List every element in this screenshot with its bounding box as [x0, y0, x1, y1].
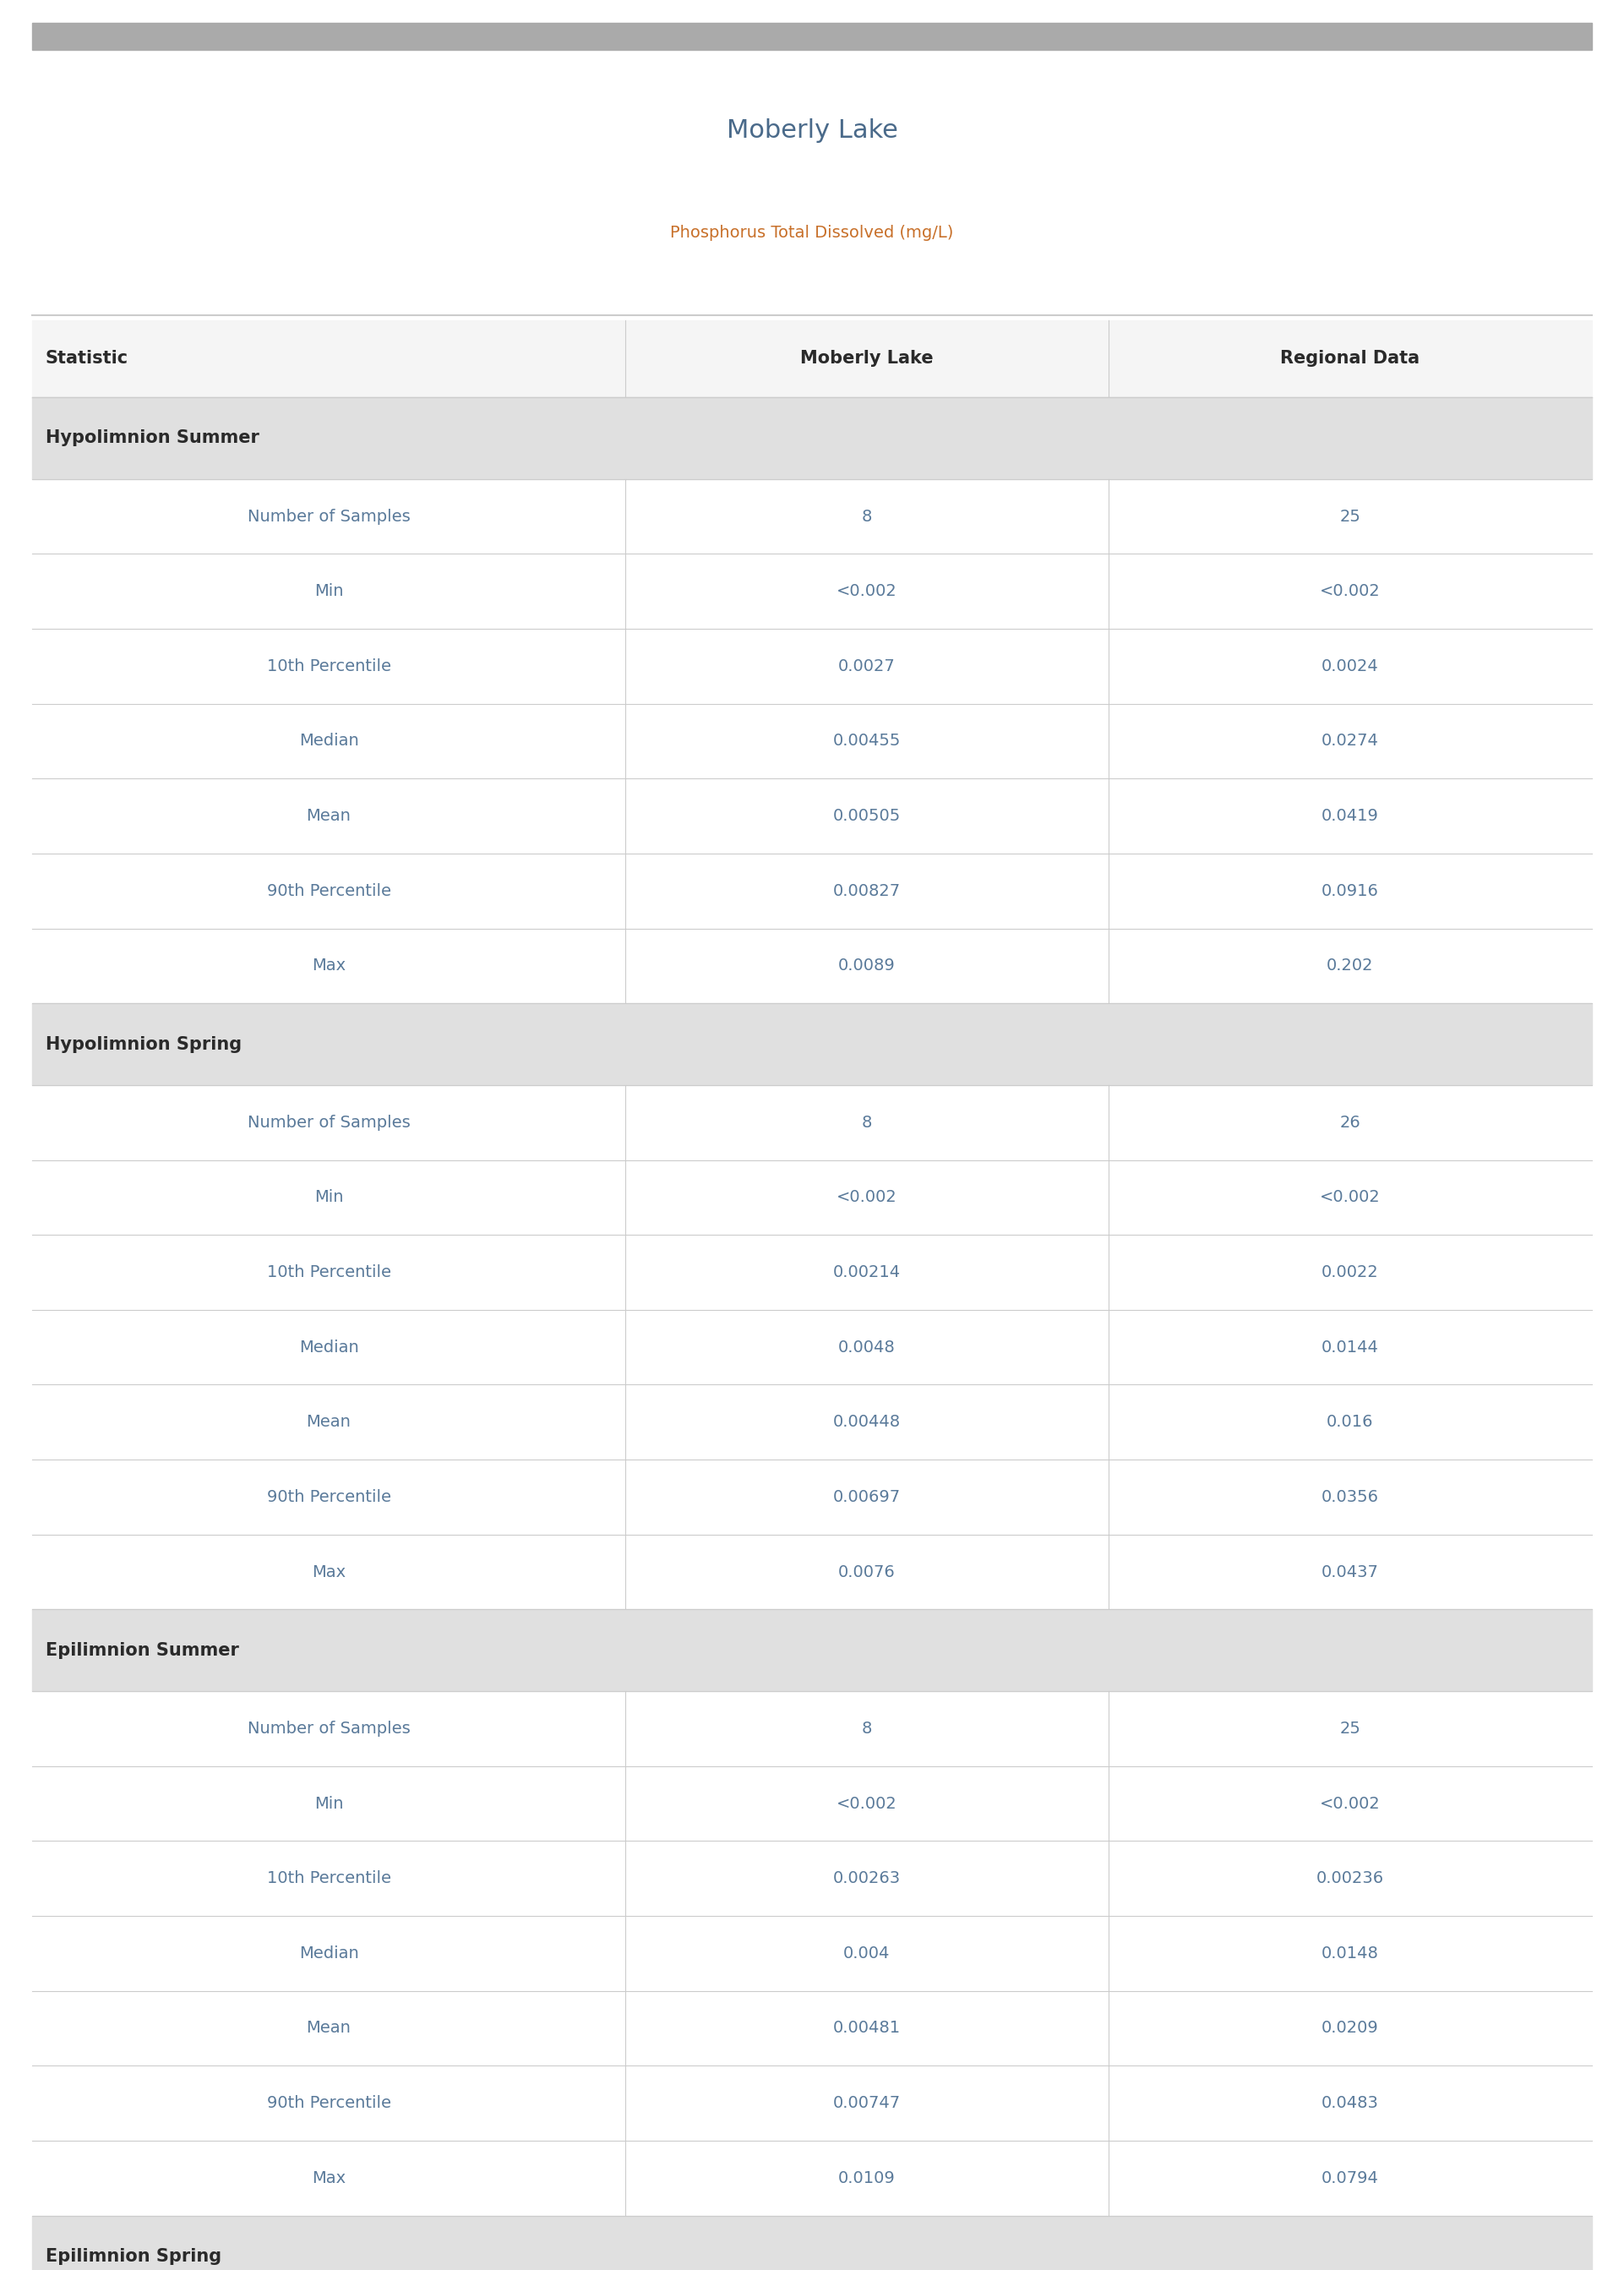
Text: Median: Median [299, 733, 359, 749]
Text: Min: Min [313, 1796, 343, 1811]
Text: Hypolimnion Summer: Hypolimnion Summer [45, 429, 260, 447]
Text: 0.0144: 0.0144 [1322, 1339, 1379, 1355]
Text: Min: Min [313, 583, 343, 599]
Text: 0.202: 0.202 [1327, 958, 1374, 974]
Text: 0.0148: 0.0148 [1322, 1945, 1379, 1961]
Text: 0.0483: 0.0483 [1322, 2095, 1379, 2111]
Text: 0.00505: 0.00505 [833, 808, 900, 824]
Bar [32, 1003, 1592, 1085]
Text: 0.00481: 0.00481 [833, 2020, 900, 2036]
Text: 0.0419: 0.0419 [1322, 808, 1379, 824]
Text: 0.0022: 0.0022 [1322, 1264, 1379, 1280]
Text: 90th Percentile: 90th Percentile [266, 1489, 391, 1505]
Text: 0.016: 0.016 [1327, 1414, 1374, 1430]
Text: 0.00747: 0.00747 [833, 2095, 900, 2111]
Text: 0.0916: 0.0916 [1322, 883, 1379, 899]
Text: Min: Min [313, 1189, 343, 1205]
Bar [32, 320, 1592, 397]
Text: 0.0274: 0.0274 [1322, 733, 1379, 749]
Text: Max: Max [312, 958, 346, 974]
Text: Number of Samples: Number of Samples [247, 1721, 411, 1737]
Text: 90th Percentile: 90th Percentile [266, 883, 391, 899]
Text: 0.00455: 0.00455 [833, 733, 901, 749]
Text: Epilimnion Summer: Epilimnion Summer [45, 1641, 239, 1659]
Text: <0.002: <0.002 [836, 1796, 896, 1811]
Text: Moberly Lake: Moberly Lake [726, 118, 898, 143]
Text: 0.004: 0.004 [843, 1945, 890, 1961]
Text: Mean: Mean [307, 1414, 351, 1430]
Text: 0.0794: 0.0794 [1322, 2170, 1379, 2186]
Bar [32, 23, 1592, 50]
Text: 90th Percentile: 90th Percentile [266, 2095, 391, 2111]
Text: 10th Percentile: 10th Percentile [266, 1264, 391, 1280]
Text: <0.002: <0.002 [1320, 1189, 1380, 1205]
Text: 10th Percentile: 10th Percentile [266, 658, 391, 674]
Text: <0.002: <0.002 [1320, 583, 1380, 599]
Text: <0.002: <0.002 [836, 1189, 896, 1205]
Text: Hypolimnion Spring: Hypolimnion Spring [45, 1035, 242, 1053]
Text: Median: Median [299, 1945, 359, 1961]
Text: 0.0027: 0.0027 [838, 658, 895, 674]
Text: 0.0437: 0.0437 [1322, 1564, 1379, 1580]
Text: Moberly Lake: Moberly Lake [801, 350, 934, 368]
Text: 0.0089: 0.0089 [838, 958, 895, 974]
Text: 0.00448: 0.00448 [833, 1414, 900, 1430]
Text: 0.0109: 0.0109 [838, 2170, 895, 2186]
Text: Mean: Mean [307, 2020, 351, 2036]
Text: 8: 8 [861, 1721, 872, 1737]
Text: 0.0356: 0.0356 [1322, 1489, 1379, 1505]
Text: <0.002: <0.002 [836, 583, 896, 599]
Text: Median: Median [299, 1339, 359, 1355]
Text: 8: 8 [861, 508, 872, 524]
Text: 0.00236: 0.00236 [1315, 1870, 1384, 1886]
Text: Max: Max [312, 1564, 346, 1580]
Bar [32, 397, 1592, 479]
Text: 8: 8 [861, 1115, 872, 1130]
Text: 0.0048: 0.0048 [838, 1339, 895, 1355]
Text: Statistic: Statistic [45, 350, 128, 368]
Text: Mean: Mean [307, 808, 351, 824]
Bar [32, 1609, 1592, 1691]
Text: 0.0209: 0.0209 [1322, 2020, 1379, 2036]
Text: Number of Samples: Number of Samples [247, 1115, 411, 1130]
Text: 25: 25 [1340, 1721, 1361, 1737]
Text: Max: Max [312, 2170, 346, 2186]
Text: Phosphorus Total Dissolved (mg/L): Phosphorus Total Dissolved (mg/L) [671, 225, 953, 241]
Text: 0.00827: 0.00827 [833, 883, 900, 899]
Text: 26: 26 [1340, 1115, 1361, 1130]
Text: Regional Data: Regional Data [1280, 350, 1419, 368]
Text: 0.0076: 0.0076 [838, 1564, 895, 1580]
Text: 10th Percentile: 10th Percentile [266, 1870, 391, 1886]
Text: Epilimnion Spring: Epilimnion Spring [45, 2247, 221, 2265]
Text: <0.002: <0.002 [1320, 1796, 1380, 1811]
Text: Number of Samples: Number of Samples [247, 508, 411, 524]
Text: 0.00697: 0.00697 [833, 1489, 900, 1505]
Text: 25: 25 [1340, 508, 1361, 524]
Text: 0.00263: 0.00263 [833, 1870, 900, 1886]
Bar [32, 2216, 1592, 2270]
Text: 0.00214: 0.00214 [833, 1264, 900, 1280]
Text: 0.0024: 0.0024 [1322, 658, 1379, 674]
